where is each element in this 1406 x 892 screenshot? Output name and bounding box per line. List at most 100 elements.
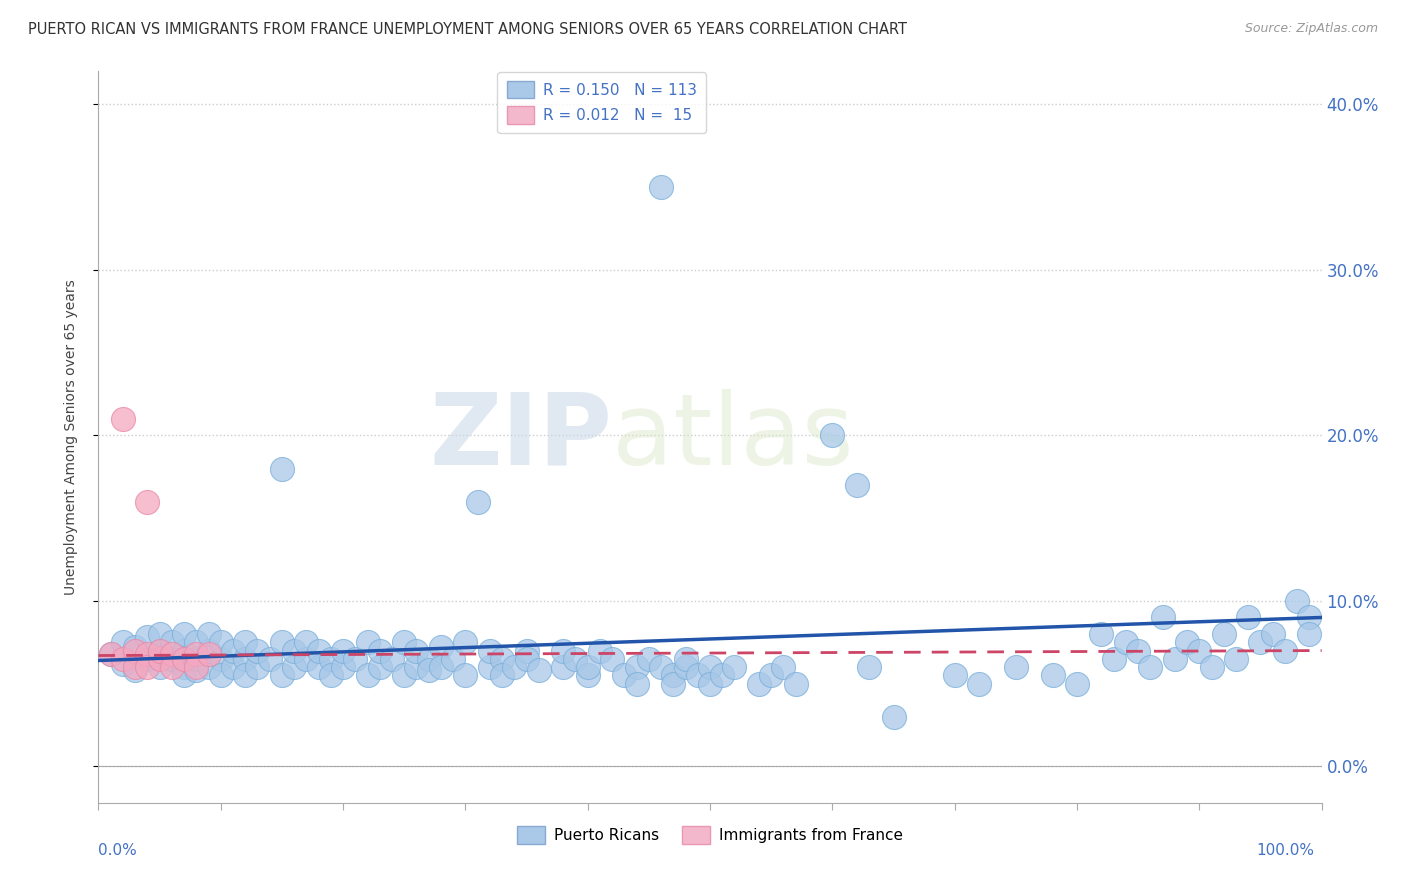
- Point: [368, 643, 391, 657]
- Point: [589, 643, 612, 657]
- Point: [270, 668, 294, 682]
- Point: [626, 676, 648, 690]
- Point: [883, 710, 905, 724]
- Point: [943, 668, 966, 682]
- Point: [186, 652, 208, 666]
- Point: [626, 660, 648, 674]
- Point: [246, 643, 269, 657]
- Point: [553, 660, 575, 674]
- Point: [1237, 610, 1260, 624]
- Point: [209, 668, 232, 682]
- Point: [711, 668, 734, 682]
- Point: [186, 647, 208, 661]
- Point: [1102, 652, 1125, 666]
- Point: [1066, 676, 1088, 690]
- Point: [332, 660, 354, 674]
- Point: [233, 635, 256, 649]
- Point: [197, 627, 219, 641]
- Point: [515, 652, 537, 666]
- Point: [650, 660, 672, 674]
- Point: [821, 428, 844, 442]
- Point: [503, 660, 526, 674]
- Point: [454, 635, 477, 649]
- Point: [748, 676, 770, 690]
- Point: [1298, 627, 1320, 641]
- Point: [1225, 652, 1247, 666]
- Point: [160, 652, 183, 666]
- Text: ZIP: ZIP: [429, 389, 612, 485]
- Point: [1090, 627, 1112, 641]
- Point: [553, 643, 575, 657]
- Point: [772, 660, 794, 674]
- Point: [564, 652, 586, 666]
- Point: [430, 640, 453, 655]
- Text: 0.0%: 0.0%: [98, 843, 138, 858]
- Point: [186, 664, 208, 678]
- Point: [785, 676, 807, 690]
- Point: [173, 668, 195, 682]
- Point: [1212, 627, 1234, 641]
- Point: [1201, 660, 1223, 674]
- Point: [1164, 652, 1187, 666]
- Point: [858, 660, 880, 674]
- Point: [1139, 660, 1161, 674]
- Point: [515, 643, 537, 657]
- Point: [149, 652, 172, 666]
- Point: [160, 635, 183, 649]
- Point: [332, 643, 354, 657]
- Point: [283, 660, 305, 674]
- Point: [283, 643, 305, 657]
- Point: [686, 668, 709, 682]
- Point: [173, 652, 195, 666]
- Point: [222, 643, 245, 657]
- Point: [233, 652, 256, 666]
- Point: [392, 668, 416, 682]
- Point: [246, 660, 269, 674]
- Point: [186, 660, 208, 674]
- Point: [149, 660, 172, 674]
- Point: [111, 657, 134, 671]
- Point: [491, 652, 513, 666]
- Point: [124, 660, 146, 674]
- Point: [1175, 635, 1198, 649]
- Point: [699, 660, 721, 674]
- Point: [100, 647, 122, 661]
- Text: atlas: atlas: [612, 389, 853, 485]
- Point: [356, 668, 378, 682]
- Point: [368, 660, 391, 674]
- Legend: Puerto Ricans, Immigrants from France: Puerto Ricans, Immigrants from France: [512, 820, 908, 850]
- Point: [967, 676, 990, 690]
- Point: [405, 643, 427, 657]
- Point: [270, 461, 294, 475]
- Point: [467, 494, 489, 508]
- Y-axis label: Unemployment Among Seniors over 65 years: Unemployment Among Seniors over 65 years: [63, 279, 77, 595]
- Point: [430, 660, 453, 674]
- Point: [1042, 668, 1064, 682]
- Point: [576, 660, 599, 674]
- Point: [1188, 643, 1211, 657]
- Point: [1261, 627, 1284, 641]
- Point: [454, 668, 477, 682]
- Point: [319, 652, 342, 666]
- Point: [233, 668, 256, 682]
- Point: [124, 640, 146, 655]
- Point: [173, 627, 195, 641]
- Point: [405, 660, 427, 674]
- Point: [478, 643, 501, 657]
- Point: [319, 668, 342, 682]
- Point: [478, 660, 501, 674]
- Point: [527, 664, 550, 678]
- Point: [600, 652, 623, 666]
- Point: [197, 647, 219, 661]
- Point: [381, 652, 404, 666]
- Point: [173, 660, 195, 674]
- Point: [111, 412, 134, 426]
- Point: [761, 668, 783, 682]
- Point: [100, 647, 122, 661]
- Point: [418, 652, 440, 666]
- Point: [259, 652, 281, 666]
- Point: [124, 643, 146, 657]
- Point: [308, 643, 330, 657]
- Point: [491, 668, 513, 682]
- Point: [295, 635, 318, 649]
